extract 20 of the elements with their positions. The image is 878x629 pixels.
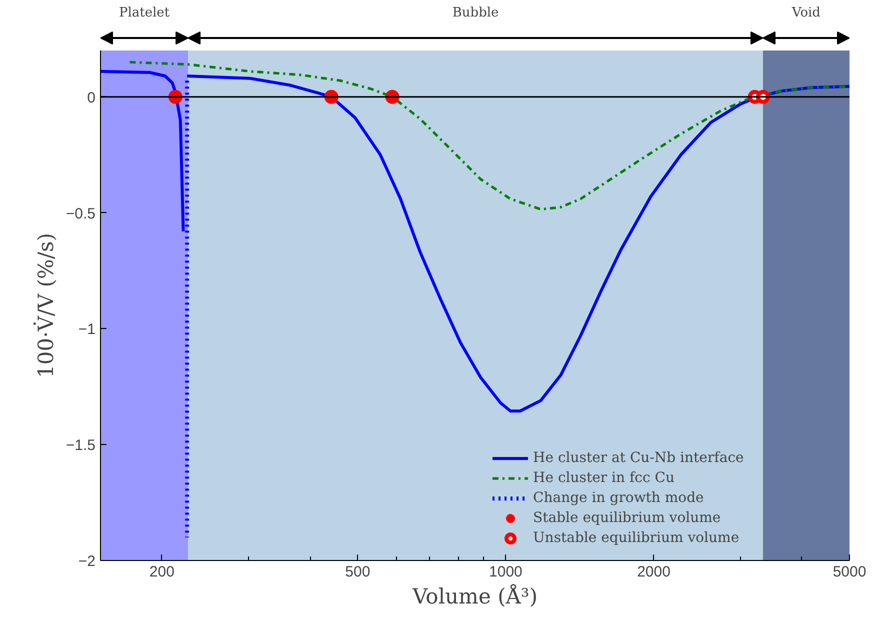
x-tick-label: 200 [149,564,174,580]
x-tick-label: 1000 [489,564,522,580]
y-tick-label: −0.5 [66,205,96,222]
legend-label: He cluster in fcc Cu [533,470,675,486]
band-label: Bubble [452,6,500,20]
legend-label: Change in growth mode [533,490,704,506]
legend-label: Stable equilibrium volume [533,510,721,526]
y-tick-label: −1.5 [66,437,96,454]
x-tick-label: 2000 [637,564,670,580]
band-label: Platelet [118,6,170,20]
x-tick-label: 500 [345,564,370,580]
legend-label: Unstable equilibrium volume [533,530,740,546]
x-axis-title: Volume (Å³) [411,584,538,608]
y-tick-label: −2 [78,553,96,570]
y-tick-label: −1 [78,321,96,338]
legend-label: He cluster at Cu-Nb interface [533,450,744,466]
y-axis-title: 100·V̇/V (%/s) [33,232,58,378]
band-label: Void [791,6,821,20]
y-tick-label: 0 [87,89,96,106]
x-tick-label: 5000 [832,564,866,580]
